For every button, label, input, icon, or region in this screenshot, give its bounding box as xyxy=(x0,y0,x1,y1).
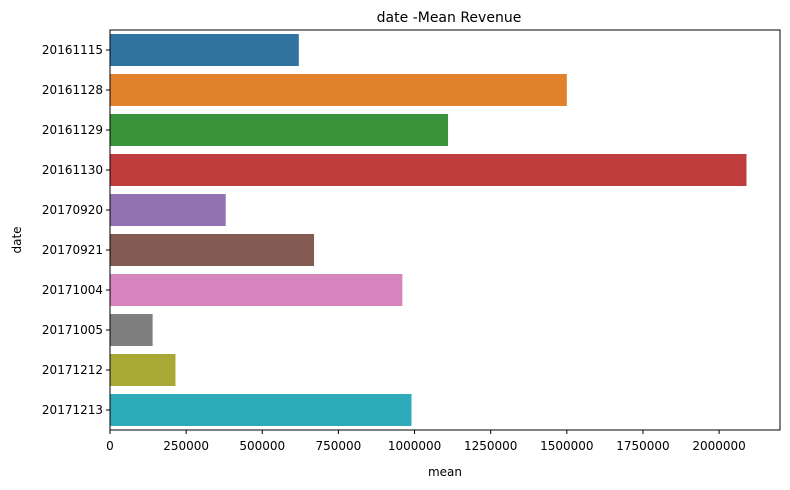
bars-group xyxy=(110,34,747,426)
y-tick-label: 20161128 xyxy=(42,83,103,97)
x-tick-label: 500000 xyxy=(239,439,285,453)
bar-20171212 xyxy=(110,354,176,386)
bar-20170920 xyxy=(110,194,226,226)
x-tick-label: 0 xyxy=(106,439,114,453)
bar-20171004 xyxy=(110,274,403,306)
chart-title: date -Mean Revenue xyxy=(377,10,522,26)
y-tick-label: 20171004 xyxy=(42,283,103,297)
bar-20170921 xyxy=(110,234,315,266)
y-tick-label: 20171212 xyxy=(42,363,103,377)
bar-20161130 xyxy=(110,154,747,186)
x-tick-label: 1750000 xyxy=(616,439,669,453)
y-tick-label: 20170920 xyxy=(42,203,103,217)
x-tick-label: 1000000 xyxy=(388,439,441,453)
bar-20161129 xyxy=(110,114,449,146)
x-tick-label: 250000 xyxy=(163,439,209,453)
plot-frame xyxy=(109,29,781,431)
x-tick-label: 1500000 xyxy=(540,439,593,453)
x-tick-label: 750000 xyxy=(316,439,362,453)
bar-20161115 xyxy=(110,34,299,66)
bar-20171213 xyxy=(110,394,412,426)
x-tick-label: 2000000 xyxy=(692,439,745,453)
x-tick-label: 1250000 xyxy=(464,439,517,453)
y-ticks: 20161115 20161128 20161129 20161130 20170920… xyxy=(42,43,110,417)
y-tick-label: 20171005 xyxy=(42,323,103,337)
bar-20161128 xyxy=(110,74,567,106)
y-tick-label: 20161130 xyxy=(42,163,103,177)
x-ticks: 0 250000 500000 750000 1000000 1250000 1500000… xyxy=(106,430,746,453)
x-axis-label: mean xyxy=(428,465,462,479)
y-tick-label: 20171213 xyxy=(42,403,103,417)
y-tick-label: 20170921 xyxy=(42,243,103,257)
y-axis-label: date xyxy=(10,226,24,253)
bar-20171005 xyxy=(110,314,153,346)
y-tick-label: 20161129 xyxy=(42,123,103,137)
y-tick-label: 20161115 xyxy=(42,43,103,57)
